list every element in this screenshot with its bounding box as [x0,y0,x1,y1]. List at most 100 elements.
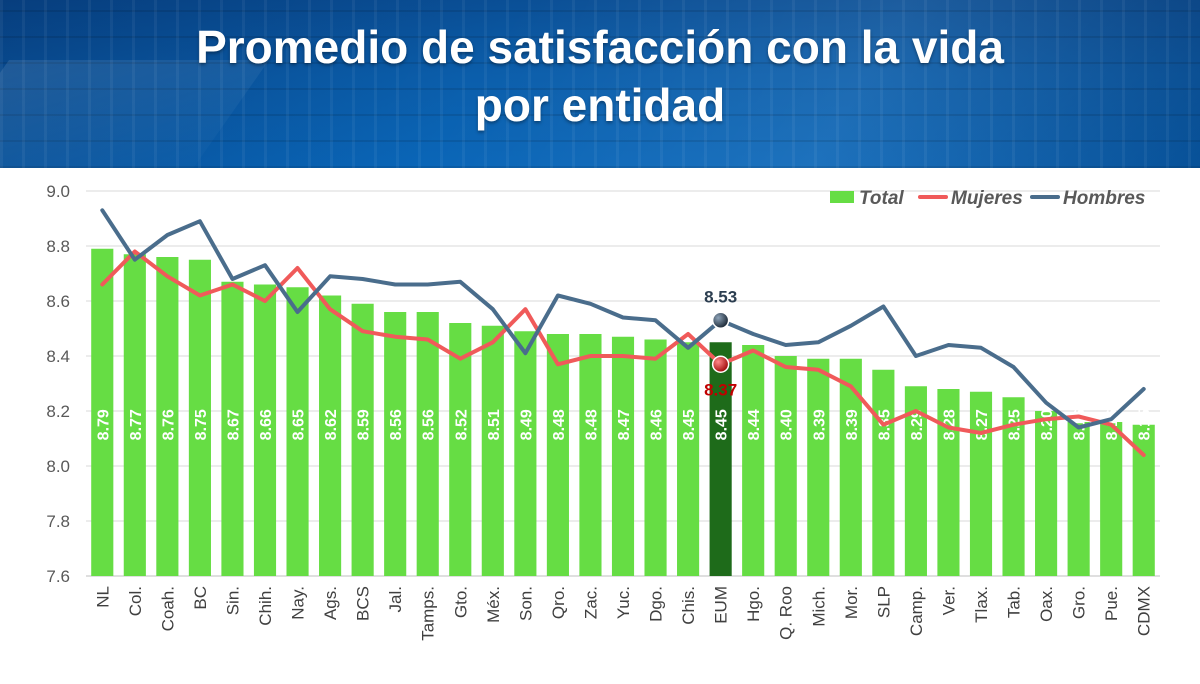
legend: Total Mujeres Hombres [830,188,1145,209]
bar-BC [188,259,211,576]
bar-value-label: 8.28 [941,409,958,440]
x-tick-label: Dgo. [647,586,666,622]
x-tick-label: Coah. [158,586,177,631]
x-tick-label: BC [191,586,210,610]
bar-value-label: 8.66 [258,409,275,440]
bar-value-label: 8.77 [128,409,145,440]
bar-value-label: 8.15 [1137,409,1154,440]
bar-NL [91,248,114,576]
line-mujeres [100,249,1146,457]
bar-value-label: 8.47 [616,409,633,440]
bar-value-label: 8.48 [551,409,568,440]
bar-Nay. [286,287,309,576]
legend-label-total: Total [859,188,904,209]
bar-value-label: 8.59 [356,409,373,440]
x-tick-label: Méx. [484,586,503,623]
eum-markers: 8.53 8.37 [704,287,737,399]
x-tick-label: Chih. [256,586,275,626]
bar-EUM [709,342,732,576]
bar-Jal. [384,312,407,576]
bar-Tamps. [416,312,439,576]
x-tick-label: Nay. [289,586,308,620]
bar-value-label: 8.56 [388,409,405,440]
bar-value-label: 8.62 [323,409,340,440]
bar-Pue. [1100,422,1123,576]
bar-value-label: 8.46 [649,409,666,440]
satisfaction-chart: 8.79 8.77 8.76 8.75 8.67 8.66 8.65 8.62 8.59 8.56… [46,182,1160,641]
bar-Q. Roo [774,356,797,576]
x-tick-label: Q. Roo [777,586,796,640]
bar-value-label: 8.45 [681,409,698,440]
y-tick-label: 8.2 [46,402,70,421]
marker-hombres [711,311,730,329]
bar-value-label: 8.56 [421,409,438,440]
bar-value-label: 8.39 [844,409,861,440]
x-tick-label: Camp. [907,586,926,636]
x-tick-label: Jal. [386,586,405,612]
x-tick-label: Mor. [842,586,861,619]
bar-value-label: 8.39 [811,409,828,440]
bar-Méx. [481,325,504,576]
bar-value-label: 8.20 [1039,409,1056,440]
bar-value-label: 8.48 [583,409,600,440]
banner-background-texture [0,0,1200,168]
x-tick-label: Pue. [1102,586,1121,621]
x-tick-label: NL [93,586,112,608]
y-tick-label: 8.0 [46,457,70,476]
x-tick-label: Tamps. [419,586,438,641]
x-tick-label: SLP [874,586,893,618]
bar-Mor. [839,358,862,576]
bar-BCS [351,303,374,576]
bar-value-label: 8.45 [714,409,731,440]
y-tick-label: 8.4 [46,347,70,366]
bar-value-label: 8.44 [746,409,763,440]
legend-swatch-total [830,191,854,203]
page-title: Promedio de satisfacción con la vida por… [0,18,1200,134]
y-tick-label: 7.6 [46,567,70,586]
bar-value-label: 8.27 [974,409,991,440]
x-tick-label: Hgo. [744,586,763,622]
bar-CDMX [1132,424,1155,576]
x-tick-label: Oax. [1037,586,1056,622]
bar-Yuc. [611,336,635,576]
y-axis: 7.6 7.8 8.0 8.2 8.4 8.6 8.8 9.0 [46,182,70,586]
bars-total [91,248,1155,576]
bar-value-label: 8.52 [453,409,470,440]
marker-mujeres [711,355,730,373]
x-tick-label: BCS [354,586,373,621]
x-tick-label: Sin. [223,586,242,615]
bar-value-label: 8.79 [95,409,112,440]
bar-Mich. [807,358,830,576]
bar-Hgo. [742,345,765,576]
bar-Gro. [1067,422,1090,576]
y-tick-label: 7.8 [46,512,70,531]
bar-value-label: 8.51 [486,409,503,440]
bar-value-label: 8.29 [909,409,926,440]
bar-value-label: 8.40 [779,409,796,440]
legend-label-mujeres: Mujeres [951,188,1023,209]
x-tick-label: Tab. [1005,586,1024,618]
bar-Coah. [156,257,179,576]
series-lines [100,208,1146,457]
x-tick-label: Gro. [1070,586,1089,619]
title-line-1: Promedio de satisfacción con la vida [196,21,1004,73]
bar-Chih. [253,284,277,576]
bar-Zac. [579,334,602,576]
bar-Dgo. [644,339,667,576]
bar-value-label: 8.75 [193,409,210,440]
annotation-mujeres: 8.37 [704,380,737,399]
x-tick-label: Zac. [581,586,600,619]
x-tick-label: Qro. [549,586,568,619]
bar-value-label: 8.49 [518,409,535,440]
bar-Camp. [904,386,927,576]
line-hombres [100,208,1146,430]
x-tick-label: Ags. [321,586,340,620]
bar-SLP [872,369,895,576]
x-tick-label: Tlax. [972,586,991,623]
x-tick-label: Gto. [451,586,470,618]
x-tick-label: EUM [712,586,731,624]
bar-Son. [514,331,537,576]
bar-Tab. [1002,397,1025,576]
x-tick-label: Son. [516,586,535,621]
title-line-2: por entidad [474,79,726,131]
